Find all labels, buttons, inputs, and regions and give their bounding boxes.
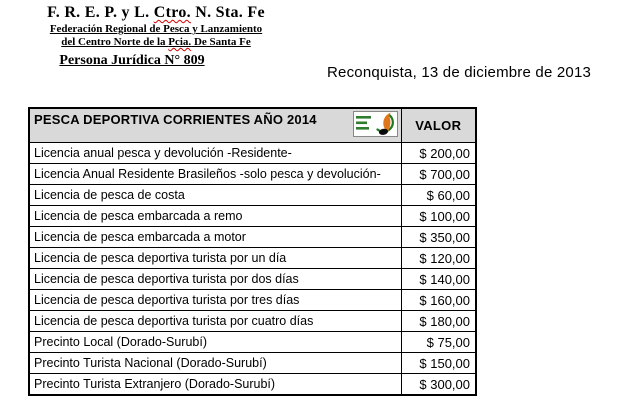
persona-juridica-line: Persona Jurídica N° 809 — [59, 53, 205, 68]
direccion-recursos-naturales-logo-icon — [352, 111, 398, 137]
license-label: Precinto Turista Extranjero (Dorado-Suru… — [28, 373, 402, 396]
org-abbrev-post: N. Sta. Fe — [190, 4, 265, 21]
table-row: Licencia de pesca embarcada a remo $ 100… — [28, 205, 477, 227]
org-line3-post: De Santa Fe — [191, 36, 251, 48]
license-value: $ 120,00 — [400, 247, 477, 269]
license-label: Licencia de pesca deportiva turista por … — [28, 310, 402, 332]
table-row: Licencia de pesca deportiva turista por … — [28, 310, 477, 332]
license-label: Licencia de pesca de costa — [28, 184, 402, 206]
license-value: $ 700,00 — [400, 163, 477, 185]
table-header-row: PESCA DEPORTIVA CORRIENTES AÑO 2014 — [28, 107, 477, 143]
license-label: Precinto Turista Nacional (Dorado-Surubí… — [28, 352, 402, 374]
org-line3-pre: del Centro Norte de la — [61, 36, 169, 48]
price-table: PESCA DEPORTIVA CORRIENTES AÑO 2014 — [28, 107, 477, 396]
license-value: $ 180,00 — [400, 310, 477, 332]
org-fullname-line2: del Centro Norte de la Pcia. De Santa Fe — [28, 36, 284, 49]
table-row: Licencia de pesca embarcada a motor $ 35… — [28, 226, 477, 248]
table-row: Precinto Local (Dorado-Surubí) $ 75,00 — [28, 331, 477, 353]
license-value: $ 200,00 — [400, 142, 477, 164]
license-label: Precinto Local (Dorado-Surubí) — [28, 331, 402, 353]
table-row: Licencia anual pesca y devolución -Resid… — [28, 142, 477, 164]
license-value: $ 300,00 — [400, 373, 477, 396]
table-row: Licencia de pesca deportiva turista por … — [28, 268, 477, 290]
org-abbrev-misspelled-word: Ctro. — [153, 4, 191, 21]
letterhead: F. R. E. P. y L. Ctro. N. Sta. Fe Federa… — [28, 3, 284, 69]
license-label: Licencia de pesca embarcada a motor — [28, 226, 402, 248]
table-row: Licencia de pesca deportiva turista por … — [28, 247, 477, 269]
license-label: Licencia de pesca deportiva turista por … — [28, 289, 402, 311]
license-value: $ 160,00 — [400, 289, 477, 311]
valor-header-cell: VALOR — [400, 107, 477, 143]
license-label: Licencia de pesca embarcada a remo — [28, 205, 402, 227]
org-abbrev-pre: F. R. E. P. y L. — [47, 4, 154, 21]
org-line3-misspelled-word: Pcia. — [168, 36, 192, 48]
org-abbreviation-line: F. R. E. P. y L. Ctro. N. Sta. Fe — [28, 3, 284, 23]
table-title-cell: PESCA DEPORTIVA CORRIENTES AÑO 2014 — [28, 107, 402, 143]
license-value: $ 100,00 — [400, 205, 477, 227]
license-label: Licencia Anual Residente Brasileños -sol… — [28, 163, 402, 185]
license-value: $ 140,00 — [400, 268, 477, 290]
license-value: $ 350,00 — [400, 226, 477, 248]
license-label: Licencia anual pesca y devolución -Resid… — [28, 142, 402, 164]
dateline: Reconquista, 13 de diciembre de 2013 — [327, 64, 592, 81]
table-body: Licencia anual pesca y devolución -Resid… — [28, 142, 477, 396]
table-row: Precinto Turista Nacional (Dorado-Surubí… — [28, 352, 477, 374]
table-row: Licencia de pesca de costa $ 60,00 — [28, 184, 477, 206]
table-row: Licencia Anual Residente Brasileños -sol… — [28, 163, 477, 185]
table-row: Licencia de pesca deportiva turista por … — [28, 289, 477, 311]
license-value: $ 75,00 — [400, 331, 477, 353]
license-value: $ 60,00 — [400, 184, 477, 206]
license-label: Licencia de pesca deportiva turista por … — [28, 247, 402, 269]
table-row: Precinto Turista Extranjero (Dorado-Suru… — [28, 373, 477, 396]
license-label: Licencia de pesca deportiva turista por … — [28, 268, 402, 290]
table-title: PESCA DEPORTIVA CORRIENTES AÑO 2014 — [34, 112, 317, 127]
license-value: $ 150,00 — [400, 352, 477, 374]
org-fullname-line1: Federación Regional de Pesca y Lanzamien… — [49, 23, 263, 35]
